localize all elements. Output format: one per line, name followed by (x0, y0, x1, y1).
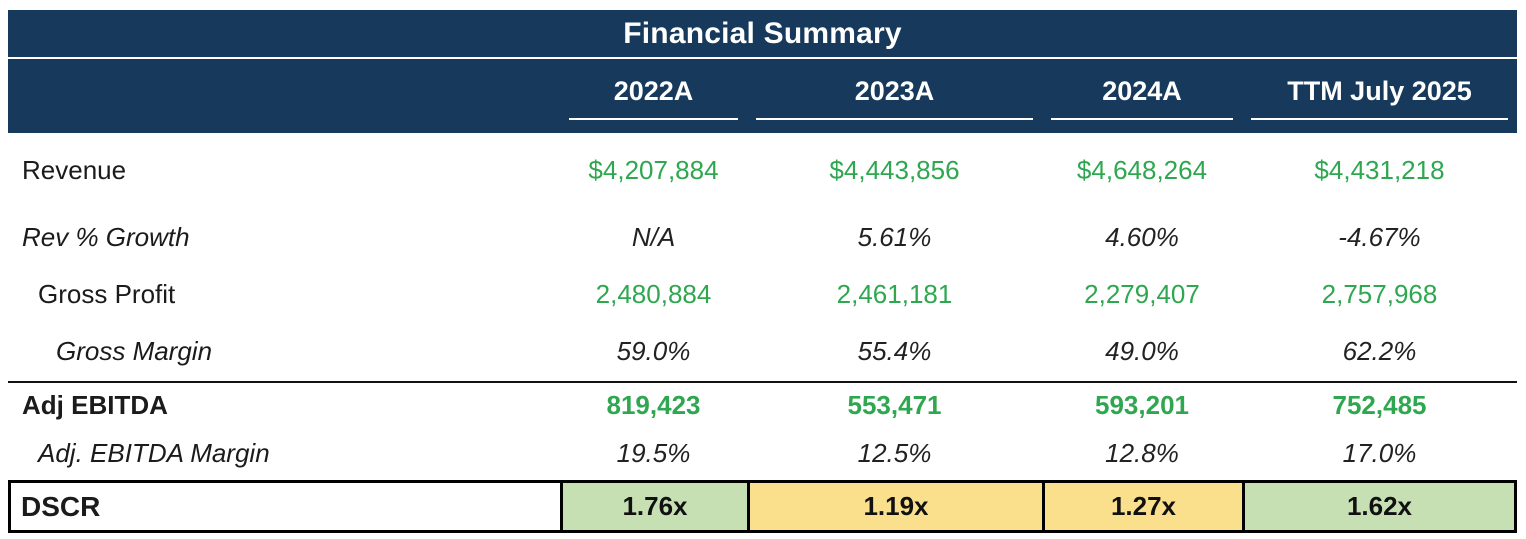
table-row-adj-ebitda: Adj EBITDA 819,423 553,471 593,201 752,485 (8, 381, 1517, 427)
column-underline (1051, 118, 1233, 120)
column-header-label: 2022A (613, 75, 694, 106)
dscr-row-label: DSCR (11, 483, 560, 530)
cell-value: 553,471 (847, 389, 942, 420)
cell-value: 49.0% (1105, 336, 1179, 366)
cell-value: $4,431,218 (1314, 154, 1445, 185)
cell-value: 19.5% (616, 438, 691, 468)
cell-value: 17.0% (1342, 438, 1417, 468)
cell-value: -4.67% (1338, 221, 1421, 252)
dscr-row: DSCR 1.76x 1.19x 1.27x 1.62x (8, 480, 1517, 533)
column-header-spacer (8, 59, 560, 133)
financial-summary-table: Financial Summary 2022A 2023A 2024A TTM Jul… (8, 10, 1517, 533)
cell-value: 62.2% (1342, 336, 1417, 366)
row-label: Gross Profit (38, 279, 176, 309)
column-header-2022a: 2022A (560, 59, 747, 133)
cell-value: 5.61% (857, 221, 932, 252)
column-header-ttm-july-2025: TTM July 2025 (1242, 59, 1517, 133)
column-header-2024a: 2024A (1042, 59, 1242, 133)
column-header-row: 2022A 2023A 2024A TTM July 2025 (8, 59, 1517, 133)
column-underline (569, 118, 738, 120)
cell-value: 12.8% (1105, 438, 1179, 468)
table-row-adj-ebitda-margin: Adj. EBITDA Margin 19.5% 12.5% 12.8% 17.0% (8, 427, 1517, 480)
cell-value: $4,207,884 (588, 154, 719, 185)
row-label: Revenue (22, 154, 127, 185)
table-body: Revenue $4,207,884 $4,443,856 $4,648,264 $4,… (8, 133, 1517, 480)
dscr-cell-yellow: 1.27x (1042, 483, 1242, 530)
cell-value: $4,648,264 (1076, 154, 1208, 185)
page-title: Financial Summary (623, 16, 902, 50)
cell-value: 4.60% (1105, 221, 1179, 252)
column-header-2023a: 2023A (747, 59, 1042, 133)
column-header-label: 2024A (1102, 75, 1182, 106)
row-label: Gross Margin (56, 336, 213, 366)
table-row-revenue: Revenue $4,207,884 $4,443,856 $4,648,264 $4,… (8, 133, 1517, 207)
cell-value: 819,423 (606, 389, 701, 420)
cell-value: 752,485 (1332, 389, 1427, 420)
cell-value: 2,757,968 (1321, 279, 1438, 309)
cell-value: 59.0% (616, 336, 691, 366)
title-band: Financial Summary (8, 10, 1517, 59)
table-header-band: Financial Summary 2022A 2023A 2024A TTM Jul… (8, 10, 1517, 133)
column-header-label: 2023A (854, 75, 935, 106)
cell-value: 2,461,181 (836, 279, 953, 309)
dscr-cell-green: 1.62x (1242, 483, 1514, 530)
row-label: Rev % Growth (22, 221, 190, 252)
column-underline (756, 118, 1033, 120)
row-label: Adj EBITDA (22, 389, 168, 420)
cell-value: 12.5% (857, 438, 932, 468)
table-row-gross-profit: Gross Profit 2,480,884 2,461,181 2,279,407 2… (8, 267, 1517, 322)
cell-value: 2,279,407 (1084, 279, 1200, 309)
cell-value: 55.4% (857, 336, 932, 366)
column-underline (1251, 118, 1508, 120)
table-row-gross-margin: Gross Margin 59.0% 55.4% 49.0% 62.2% (8, 322, 1517, 381)
column-header-label: TTM July 2025 (1287, 75, 1472, 106)
dscr-cell-yellow: 1.19x (747, 483, 1042, 530)
table-row-rev-growth: Rev % Growth N/A 5.61% 4.60% -4.67% (8, 207, 1517, 267)
cell-value: 593,201 (1095, 389, 1189, 420)
cell-value: $4,443,856 (829, 154, 960, 185)
row-label: Adj. EBITDA Margin (38, 438, 270, 468)
cell-value: 2,480,884 (595, 279, 712, 309)
cell-value: N/A (631, 221, 676, 252)
dscr-cell-green: 1.76x (560, 483, 747, 530)
